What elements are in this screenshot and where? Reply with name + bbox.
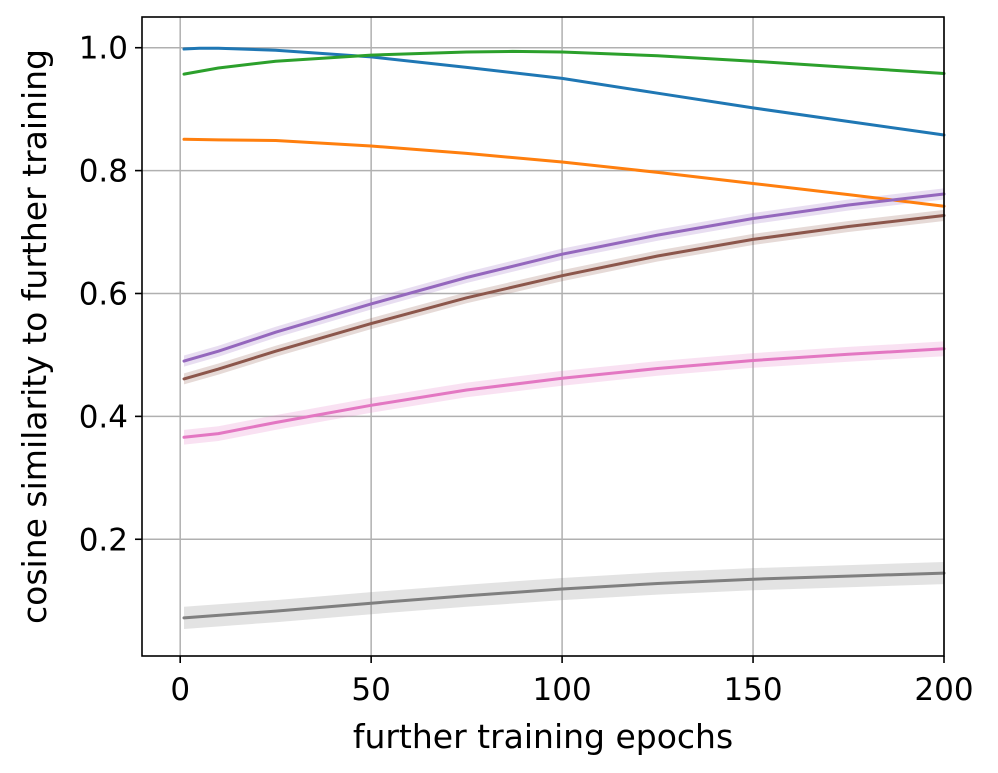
x-tick-label: 100 — [533, 672, 592, 708]
x-tick-label: 200 — [914, 672, 973, 708]
x-tick-label: 0 — [170, 672, 190, 708]
series-line-1 — [182, 46, 946, 137]
x-tick-label: 150 — [723, 672, 782, 708]
y-axis-label: cosine similarity to further training — [15, 49, 54, 624]
series-line-5 — [182, 214, 946, 381]
series-line-2 — [182, 49, 946, 76]
y-tick-label: 0.8 — [79, 154, 128, 190]
axis-ticks: 0 50 100 150 200 0.2 0.4 0.6 0.8 1.0 — [79, 31, 974, 708]
series-lines — [182, 46, 946, 620]
series-band-7 — [184, 562, 944, 629]
y-tick-label: 1.0 — [79, 31, 128, 67]
series-line-3 — [182, 137, 946, 208]
y-tick-label: 0.6 — [79, 276, 128, 312]
series-line-4 — [182, 192, 946, 363]
y-tick-label: 0.4 — [79, 399, 128, 435]
series-band-4 — [184, 188, 944, 367]
series-line-6 — [182, 347, 946, 439]
series-band-5 — [184, 209, 944, 385]
series-line-7 — [182, 571, 946, 620]
plot-frame — [141, 16, 945, 657]
x-tick-label: 50 — [351, 672, 390, 708]
y-tick-label: 0.2 — [79, 522, 128, 558]
x-axis-label: further training epochs — [353, 717, 733, 756]
series-band-6 — [184, 341, 944, 445]
